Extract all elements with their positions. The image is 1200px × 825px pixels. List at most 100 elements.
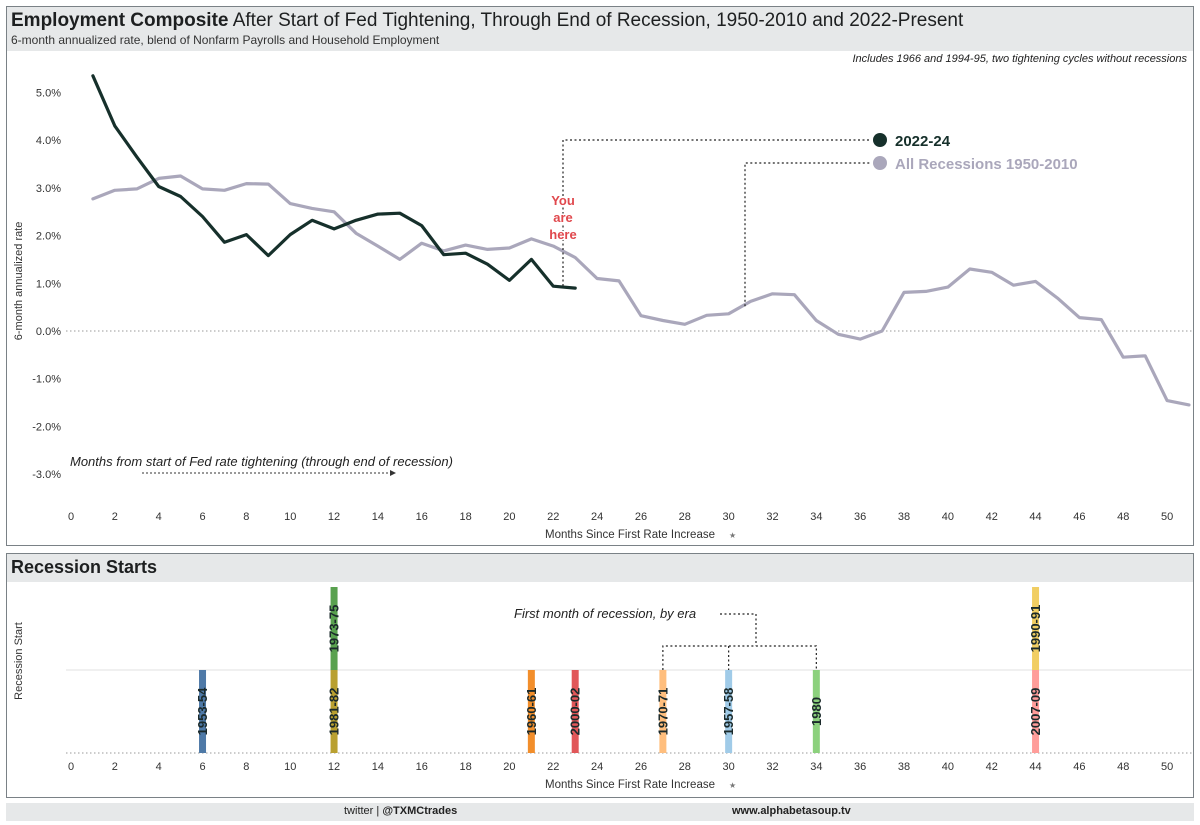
x-tick-label: 12: [328, 511, 340, 523]
x-tick-label: 50: [1161, 511, 1173, 523]
x-tick-label: 4: [156, 511, 162, 523]
recession-x-tick-label: 18: [459, 761, 471, 773]
recession-bar-1953-54: [199, 670, 207, 753]
recession-label-1973-75: 1973-75: [327, 605, 342, 653]
x-tick-label: 16: [416, 511, 428, 523]
legend-label-2022-24: 2022-24: [895, 133, 951, 150]
recession-x-tick-label: 48: [1117, 761, 1129, 773]
recession-bar-1973-75: [330, 587, 338, 670]
footer-twitter-label: twitter |: [344, 805, 383, 817]
y-tick-label: 0.0%: [36, 326, 61, 338]
footer-twitter: twitter | @TXMCtrades: [344, 805, 457, 817]
y-tick-label: 5.0%: [36, 88, 61, 100]
recession-bar-2000-02: [571, 670, 579, 753]
recession-bar-1981-82: [330, 670, 338, 753]
recession-x-tick-label: 34: [810, 761, 822, 773]
x-tick-label: 48: [1117, 511, 1129, 523]
recession-x-tick-label: 28: [679, 761, 691, 773]
recession-y-axis-title: Recession Start: [13, 622, 25, 700]
footer-site[interactable]: www.alphabetasoup.tv: [732, 805, 851, 817]
recession-label-1990-91: 1990-91: [1028, 605, 1043, 653]
y-tick-label: 1.0%: [36, 278, 61, 290]
x-tick-label: 20: [503, 511, 515, 523]
recession-label-1980: 1980: [809, 697, 824, 726]
recession-label-1970-71: 1970-71: [655, 688, 670, 736]
recession-header: Recession Starts: [7, 554, 1193, 582]
y-tick-label: 4.0%: [36, 135, 61, 147]
x-tick-label: 46: [1073, 511, 1085, 523]
recession-x-tick-label: 2: [112, 761, 118, 773]
cycles-note: Includes 1966 and 1994-95, two tightenin…: [852, 53, 1188, 65]
recession-bar-1960-61: [527, 670, 535, 753]
recession-pin-icon: ★: [729, 781, 736, 790]
y-axis-title: 6-month annualized rate: [13, 222, 25, 341]
x-tick-label: 6: [199, 511, 205, 523]
x-tick-label: 36: [854, 511, 866, 523]
recession-x-tick-label: 6: [199, 761, 205, 773]
recession-label-1953-54: 1953-54: [195, 687, 210, 735]
recession-bar-1980: [812, 670, 820, 753]
recession-label-1957-58: 1957-58: [721, 688, 736, 736]
you-are-here-label: You: [551, 193, 575, 208]
recession-bar-1990-91: [1032, 587, 1040, 670]
recession-x-tick-label: 40: [942, 761, 954, 773]
recession-x-tick-label: 4: [156, 761, 162, 773]
recession-x-tick-label: 14: [372, 761, 384, 773]
x-tick-label: 28: [679, 511, 691, 523]
recession-annotation: First month of recession, by era: [514, 606, 696, 621]
y-tick-label: -2.0%: [32, 421, 61, 433]
recession-x-tick-label: 38: [898, 761, 910, 773]
recession-x-axis-title: Months Since First Rate Increase: [545, 779, 715, 791]
recession-label-2007-09: 2007-09: [1028, 688, 1043, 736]
pin-icon: ★: [729, 531, 736, 540]
connector-all-recessions: [744, 162, 871, 307]
recession-x-tick-label: 50: [1161, 761, 1173, 773]
x-tick-label: 26: [635, 511, 647, 523]
x-tick-label: 44: [1029, 511, 1041, 523]
x-tick-label: 22: [547, 511, 559, 523]
x-tick-label: 14: [372, 511, 384, 523]
recession-x-tick-label: 24: [591, 761, 603, 773]
legend-label-all-recessions: All Recessions 1950-2010: [895, 156, 1078, 173]
months-arrow-head: [390, 470, 396, 476]
x-tick-label: 32: [766, 511, 778, 523]
x-tick-label: 2: [112, 511, 118, 523]
recession-x-tick-label: 44: [1029, 761, 1041, 773]
legend-marker-2022-24: [873, 133, 887, 147]
legend-marker-all-recessions: [873, 156, 887, 170]
recession-x-tick-label: 22: [547, 761, 559, 773]
recession-x-tick-label: 8: [243, 761, 249, 773]
bracket-arm: [662, 645, 817, 670]
series-line-2022-24: [91, 74, 577, 290]
you-are-here-label: are: [553, 210, 573, 225]
x-tick-label: 18: [459, 511, 471, 523]
x-tick-label: 24: [591, 511, 603, 523]
months-note: Months from start of Fed rate tightening…: [70, 454, 453, 469]
x-tick-label: 10: [284, 511, 296, 523]
bracket-stem: [720, 613, 757, 646]
recession-x-tick-label: 46: [1073, 761, 1085, 773]
series-line-all-recessions: [91, 174, 1191, 407]
recession-x-tick-label: 26: [635, 761, 647, 773]
chart-subtitle: 6-month annualized rate, blend of Nonfar…: [11, 33, 440, 47]
recession-label-1960-61: 1960-61: [524, 688, 539, 736]
x-tick-label: 8: [243, 511, 249, 523]
x-tick-label: 38: [898, 511, 910, 523]
recession-x-tick-label: 20: [503, 761, 515, 773]
footer: twitter | @TXMCtrades www.alphabetasoup.…: [6, 803, 1194, 821]
recession-bar-1957-58: [725, 670, 733, 753]
x-tick-label: 30: [723, 511, 735, 523]
recession-x-tick-label: 0: [68, 761, 74, 773]
x-axis-title: Months Since First Rate Increase: [545, 529, 715, 541]
recession-x-tick-label: 32: [766, 761, 778, 773]
y-tick-label: 2.0%: [36, 231, 61, 243]
recession-x-tick-label: 16: [416, 761, 428, 773]
chart-title: Employment Composite After Start of Fed …: [11, 10, 964, 31]
recession-bar-2007-09: [1032, 670, 1040, 753]
recession-x-tick-label: 42: [986, 761, 998, 773]
footer-handle[interactable]: @TXMCtrades: [382, 805, 458, 817]
x-tick-label: 40: [942, 511, 954, 523]
chart-header: Employment Composite After Start of Fed …: [7, 7, 1193, 51]
recession-label-1981-82: 1981-82: [327, 688, 342, 736]
x-tick-label: 0: [68, 511, 74, 523]
